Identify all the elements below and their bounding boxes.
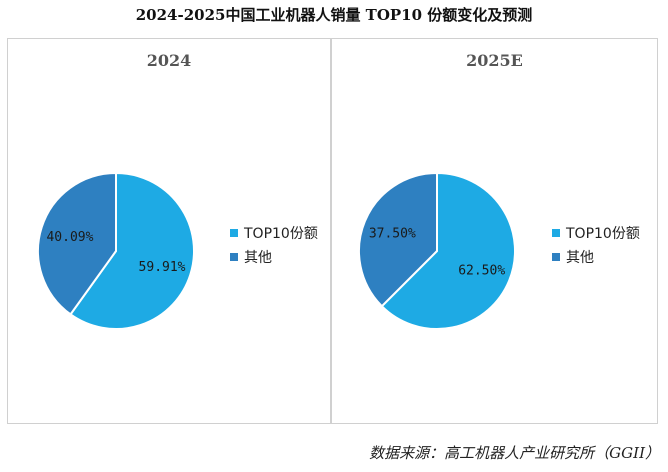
pie-slice-top10 bbox=[69, 171, 195, 330]
legend-item-other: 其他 bbox=[552, 245, 640, 269]
chart-panel-2024: 2024 59.91% 40.09% TOP10份额 其他 bbox=[7, 38, 331, 424]
legend-label-other: 其他 bbox=[566, 250, 594, 266]
pie-chart-2025e: 62.50% 37.50% bbox=[358, 171, 516, 330]
chart-title: 2024-2025中国工业机器人销量 TOP10 份额变化及预测 bbox=[135, 6, 533, 24]
data-source-note: 数据来源：高工机器人产业研究所（GGII） bbox=[369, 444, 660, 462]
pie-title-2025e: 2025E bbox=[466, 51, 523, 70]
legend-item-other: 其他 bbox=[230, 245, 318, 269]
legend-swatch-top10 bbox=[230, 229, 238, 237]
legend-swatch-other bbox=[230, 253, 238, 261]
legend-label-top10: TOP10份额 bbox=[244, 226, 318, 242]
legend-label-top10: TOP10份额 bbox=[566, 226, 640, 242]
data-label-other: 37.50% bbox=[369, 226, 416, 241]
legend-item-top10: TOP10份额 bbox=[552, 221, 640, 245]
legend-item-top10: TOP10份额 bbox=[230, 221, 318, 245]
data-label-top10: 62.50% bbox=[458, 264, 505, 279]
legend-2025e: TOP10份额 其他 bbox=[552, 221, 640, 269]
pie-slice-other bbox=[358, 171, 438, 308]
data-label-other: 40.09% bbox=[46, 230, 93, 245]
pie-title-2024: 2024 bbox=[146, 51, 192, 70]
pie-slice-other bbox=[37, 171, 117, 316]
data-label-top10: 59.91% bbox=[139, 260, 186, 275]
pie-chart-2024: 59.91% 40.09% bbox=[37, 171, 195, 330]
legend-2024: TOP10份额 其他 bbox=[230, 221, 318, 269]
legend-swatch-top10 bbox=[552, 229, 560, 237]
chart-panel-2025e: 2025E 62.50% 37.50% TOP10份额 其他 bbox=[331, 38, 658, 424]
legend-swatch-other bbox=[552, 253, 560, 261]
legend-label-other: 其他 bbox=[244, 250, 272, 266]
pie-slice-top10 bbox=[380, 171, 516, 330]
